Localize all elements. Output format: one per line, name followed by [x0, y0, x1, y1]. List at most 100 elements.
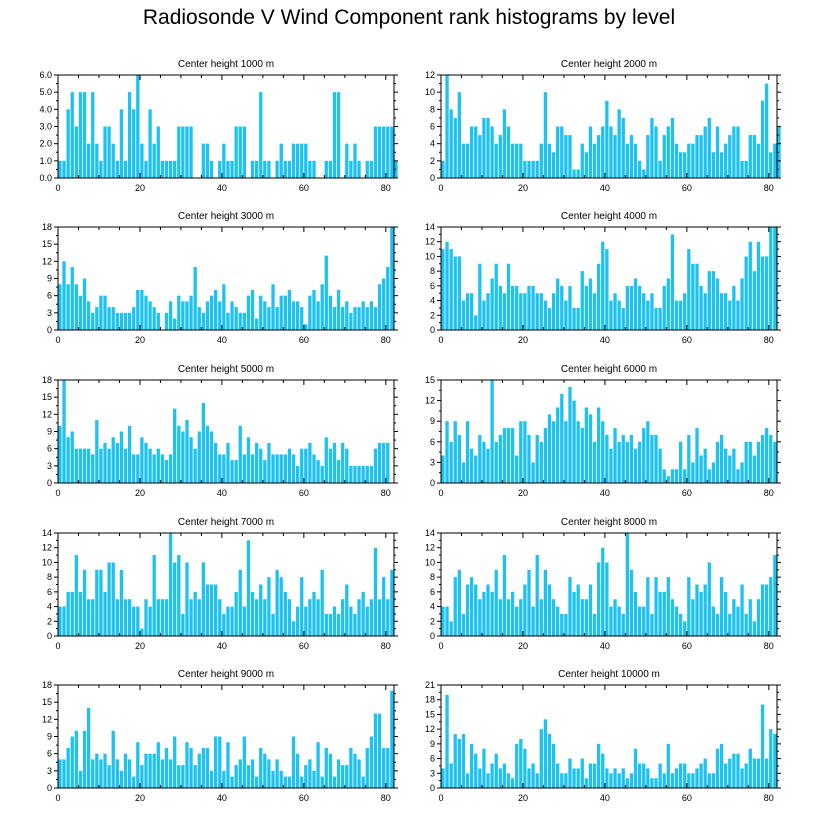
- y-tick-label: 18: [425, 695, 435, 705]
- bar: [465, 293, 470, 330]
- y-tick-label: 10: [425, 251, 435, 261]
- bar: [662, 469, 666, 483]
- bar: [510, 285, 515, 330]
- bar: [711, 271, 716, 330]
- bar: [674, 606, 679, 636]
- bar: [756, 599, 761, 636]
- bar: [510, 143, 515, 178]
- bar: [123, 753, 128, 788]
- bar: [441, 606, 445, 636]
- bar: [580, 428, 584, 483]
- bar: [740, 462, 744, 483]
- bar: [629, 135, 634, 178]
- bar: [238, 569, 242, 636]
- bar: [123, 599, 128, 636]
- y-tick-label: 0: [430, 783, 435, 793]
- bar: [691, 263, 695, 330]
- bar: [242, 454, 246, 483]
- bar: [66, 109, 70, 178]
- bar: [539, 599, 543, 636]
- x-tick-label: 0: [438, 488, 443, 498]
- bar: [752, 621, 757, 636]
- bar: [369, 301, 374, 330]
- bar: [164, 747, 169, 788]
- x-tick-label: 60: [682, 793, 692, 803]
- bar: [62, 606, 66, 636]
- bar: [177, 295, 181, 330]
- bar: [181, 301, 185, 330]
- bar: [242, 606, 246, 636]
- bar: [646, 577, 650, 636]
- bar: [304, 143, 308, 178]
- bar: [345, 765, 349, 788]
- bar: [365, 747, 369, 788]
- bar: [633, 278, 638, 330]
- bar: [300, 307, 304, 330]
- bar: [291, 143, 296, 178]
- bar: [748, 135, 752, 178]
- bar: [678, 300, 683, 330]
- bar: [62, 160, 66, 178]
- y-tick-label: 14: [425, 222, 435, 232]
- bar: [369, 160, 374, 178]
- bar: [736, 300, 740, 330]
- y-tick-label: 1.0: [39, 156, 52, 166]
- y-tick-label: 15: [42, 392, 52, 402]
- bar: [732, 285, 736, 330]
- bar: [625, 441, 629, 483]
- x-tick-label: 60: [299, 641, 309, 651]
- y-tick-label: 8: [430, 572, 435, 582]
- bar: [300, 577, 304, 636]
- bar: [357, 307, 361, 330]
- bar: [773, 143, 777, 178]
- bar: [457, 256, 461, 330]
- bar: [572, 768, 576, 788]
- bar: [637, 606, 642, 636]
- bar: [99, 448, 103, 483]
- bar: [287, 160, 292, 178]
- bar: [519, 738, 523, 788]
- y-tick-label: 2.0: [39, 139, 52, 149]
- y-tick-label: 3: [47, 461, 52, 471]
- bar: [756, 241, 761, 330]
- y-tick-label: 6: [47, 749, 52, 759]
- bar: [300, 143, 304, 178]
- bar: [584, 407, 589, 483]
- bar: [539, 143, 543, 178]
- bar: [386, 126, 390, 178]
- bar: [441, 160, 445, 178]
- panel-title: Center height 9000 m: [178, 669, 274, 680]
- bar: [580, 758, 584, 788]
- bar: [551, 743, 556, 788]
- y-tick-label: 9: [47, 274, 52, 284]
- bar: [230, 606, 234, 636]
- bar: [474, 455, 478, 483]
- x-tick-label: 40: [600, 183, 610, 193]
- bar: [523, 160, 527, 178]
- bar: [250, 759, 255, 788]
- bar: [263, 160, 267, 178]
- bar: [95, 569, 99, 636]
- bar: [205, 425, 210, 483]
- bar: [283, 295, 287, 330]
- bar: [312, 591, 316, 636]
- bar: [572, 169, 576, 178]
- bar: [515, 606, 519, 636]
- bar: [621, 307, 625, 330]
- bar: [547, 414, 552, 483]
- bar: [560, 773, 564, 788]
- bar: [760, 434, 765, 483]
- bar: [267, 759, 271, 788]
- bar: [592, 763, 597, 788]
- bar: [156, 599, 160, 636]
- bar: [531, 763, 535, 788]
- bar: [597, 562, 601, 636]
- bar: [621, 117, 625, 178]
- x-tick-label: 20: [518, 793, 528, 803]
- bar: [263, 753, 267, 788]
- bar: [230, 160, 234, 178]
- bar: [556, 606, 560, 636]
- bar: [654, 778, 658, 788]
- bar: [687, 577, 691, 636]
